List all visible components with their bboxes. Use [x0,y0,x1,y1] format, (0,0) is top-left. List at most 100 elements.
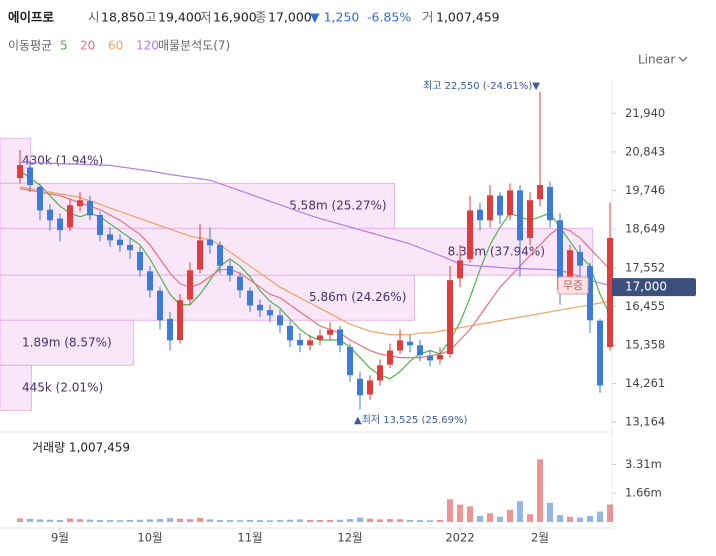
candle-body [597,320,603,386]
volume-profile-bar [0,364,32,411]
volume-bar [37,519,43,522]
stock-name: 에이프로 [8,10,55,25]
close-label: 종 [255,10,267,25]
volume-bar [87,519,93,522]
volume-bar [457,504,463,522]
candle-body [127,244,133,251]
volume-bar [437,519,443,522]
volume-bar [167,518,173,522]
volume-bar [497,516,503,522]
candle-body [17,165,23,179]
volume-bar [357,517,363,522]
y-tick-label: 17,552 [625,260,665,274]
volume-bar [117,520,123,522]
candle-body [47,209,53,221]
candle-body [477,209,483,221]
candle-body [527,200,533,238]
low-label: 저 [200,10,212,25]
candle-body [467,210,473,260]
candle-body [587,266,593,321]
volume-bar [297,519,303,522]
volume-bar [257,520,263,522]
candle-body [277,315,283,326]
volume-bar [537,459,543,522]
high-annotation: 최고 22,550 (-24.61%)▼ [423,80,540,92]
volume-bar [287,519,293,522]
candle-body [37,186,43,211]
candle-body [167,318,173,341]
volume-bar [387,519,393,522]
dropdown-icon[interactable] [678,56,688,62]
x-tick-label: 10월 [137,531,162,545]
high-value: 19,400 [158,10,202,25]
volume-profile-label: 430k (1.94%) [22,153,103,167]
candle-body [547,186,553,221]
candle-body [417,345,423,356]
y-tick-label: 21,940 [625,106,665,120]
volume-bar [17,518,23,522]
volume-bar [597,511,603,522]
candle-body [487,195,493,221]
scale-mode[interactable]: Linear [638,53,675,67]
event-marker-box [557,276,589,295]
open-label: 시 [88,10,100,25]
volume-y-tick-label: 1.66m [625,486,662,500]
profile-label[interactable]: 매물분석도(7) [158,39,230,53]
candle-body [557,220,563,291]
volume-bar [337,519,343,522]
volume-bar [417,520,423,522]
volume-bar [327,519,333,522]
candle-body [297,339,303,346]
candle-body [497,195,503,216]
candle-body [207,239,213,246]
volume-bar [527,514,533,522]
volume-bar [277,520,283,522]
moving-average-line [19,186,611,336]
volume-bar [157,519,163,522]
volume-bar [77,519,83,522]
x-tick-label: 9월 [51,531,69,545]
volume-bar [397,519,403,522]
candle-body [377,365,383,381]
volume-bar [207,519,213,522]
candle-body [237,276,243,291]
y-tick-label: 18,649 [625,222,665,236]
ma-label[interactable]: 이동평균 [8,39,52,53]
candle-body [577,251,583,266]
moving-average-line [19,188,611,359]
candle-body [117,239,123,246]
volume-bar [67,518,73,522]
candle-body [347,347,353,376]
volume-bar [27,518,33,522]
candle-body [537,185,543,200]
candle-body [177,300,183,340]
volume-bar [107,520,113,522]
volume-profile-bar [0,137,31,184]
volume-bar [137,519,143,522]
candle-body [197,240,203,270]
volume-value: 1,007,459 [436,10,500,25]
legend-entry[interactable]: 20 [80,39,95,53]
volume-bar [557,515,563,522]
volume-bar [47,519,53,522]
candle-body [307,340,313,346]
legend-entry[interactable]: 60 [108,39,123,53]
volume-profile-label: 1.89m (8.57%) [22,335,112,349]
volume-profile-label: 5.86m (24.26%) [309,290,406,304]
legend-entry[interactable]: 5 [60,39,68,53]
volume-bar [247,519,253,522]
y-tick-label: 20,843 [625,144,665,158]
volume-profile-label: 445k (2.01%) [22,380,103,394]
x-tick-label: 2022 [445,531,474,545]
volume-bar [197,517,203,522]
candle-body [157,290,163,321]
volume-bar [227,520,233,522]
change-percent: -6.85% [367,10,411,25]
candle-body [427,355,433,361]
y-tick-label: 19,746 [625,183,665,197]
volume-bar [307,519,313,522]
candle-body [507,190,513,216]
candle-body [147,271,153,291]
legend-entry[interactable]: 120 [136,39,159,53]
